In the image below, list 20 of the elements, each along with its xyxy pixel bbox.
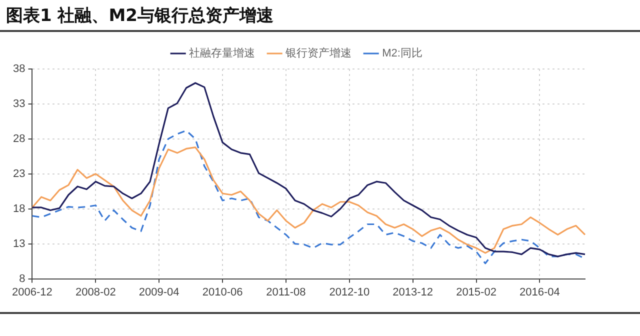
y-tick-label: 18 <box>12 202 26 215</box>
x-tick-label: 2012-10 <box>329 286 370 298</box>
x-tick-label: 2015-02 <box>456 286 496 298</box>
legend-label: 社融存量增速 <box>189 46 256 60</box>
x-tick-label: 2008-02 <box>75 286 116 298</box>
y-tick-label: 23 <box>12 168 26 180</box>
y-tick-label: 8 <box>19 272 26 285</box>
x-tick-label: 2009-04 <box>138 286 180 298</box>
legend-label: 银行资产增速 <box>284 46 352 60</box>
x-tick-label: 2010-06 <box>202 286 243 298</box>
y-tick-label: 38 <box>12 63 26 76</box>
x-tick-label: 2011-08 <box>266 286 306 298</box>
x-tick-label: 2006-12 <box>12 286 52 298</box>
legend-label: M2:同比 <box>382 46 422 60</box>
y-tick-label: 13 <box>12 238 26 250</box>
y-tick-label: 33 <box>12 98 26 110</box>
x-tick-label: 2013-12 <box>392 286 434 298</box>
x-tick-label: 2016-04 <box>520 286 560 298</box>
chart-title: 图表1 社融、M2与银行总资产增速 <box>6 5 274 27</box>
y-tick-label: 28 <box>12 132 26 145</box>
